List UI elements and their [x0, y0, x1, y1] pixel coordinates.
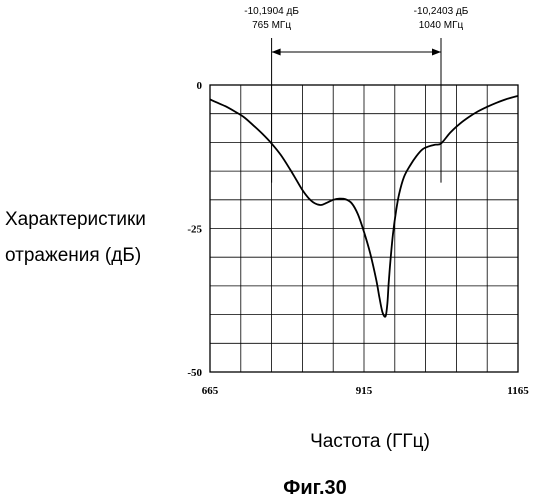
x-tick-label: 665: [202, 385, 219, 397]
y-tick-label: -50: [187, 367, 202, 379]
arrowhead-right: [432, 49, 441, 56]
bandwidth-markers: -10,1904 дБ 765 МГц -10,2403 дБ 1040 МГц: [244, 6, 468, 183]
marker-freq-label: 765 МГц: [252, 20, 291, 31]
marker-freq-label: 1040 МГц: [419, 20, 464, 31]
x-tick-label: 915: [356, 385, 373, 397]
y-axis-title-line1: Характеристики: [5, 209, 146, 230]
y-axis-title-line2: отражения (дБ): [5, 245, 141, 266]
y-tick-label: -25: [187, 224, 202, 236]
y-tick-labels: 0 -25 -50: [187, 80, 202, 379]
arrowhead-left: [272, 49, 281, 56]
x-tick-label: 1165: [507, 385, 529, 397]
x-tick-labels: 665 915 1165: [202, 385, 529, 397]
y-tick-label: 0: [197, 80, 203, 92]
figure-caption: Фиг.30: [283, 477, 347, 499]
marker-level-label: -10,1904 дБ: [244, 6, 299, 17]
x-axis-title: Частота (ГГц): [310, 431, 430, 452]
marker-level-label: -10,2403 дБ: [414, 6, 469, 17]
